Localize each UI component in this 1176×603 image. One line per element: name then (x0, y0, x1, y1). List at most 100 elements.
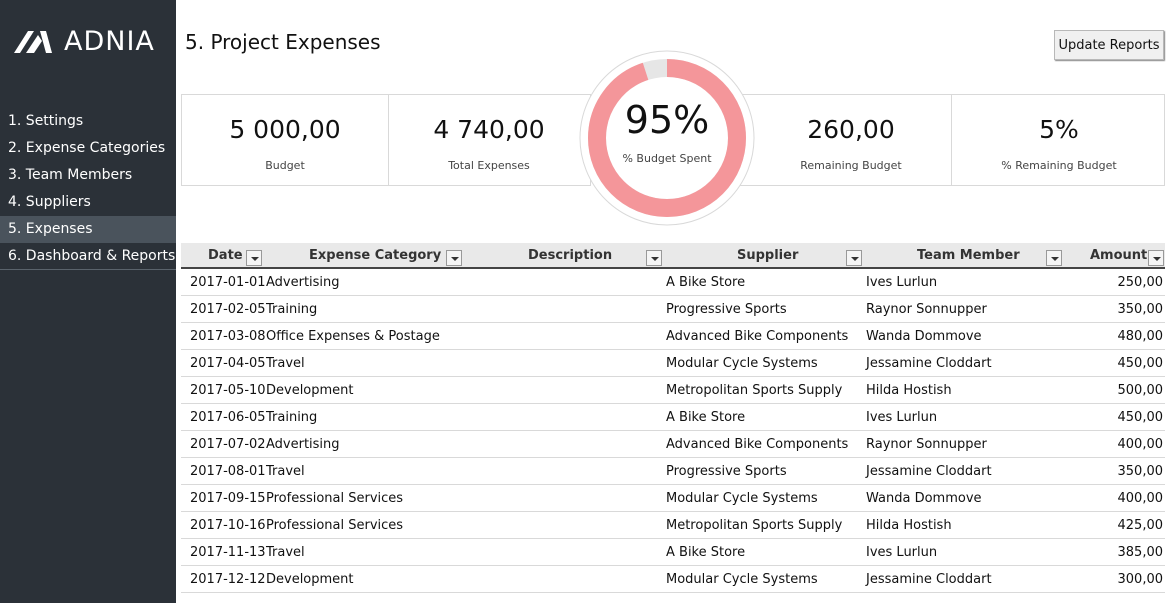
kpi-budget: 5 000,00 Budget (182, 95, 388, 185)
cell-expense-category[interactable]: Advertising (266, 437, 340, 452)
cell-date[interactable]: 2017-02-05 (190, 302, 266, 317)
cell-team-member[interactable]: Raynor Sonnupper (866, 302, 987, 317)
table-row[interactable]: 2017-01-01 Advertising A Bike Store Ives Lu… (181, 269, 1165, 296)
filter-dropdown-category-icon[interactable] (446, 250, 462, 266)
sidebar-item-settings[interactable]: 1. Settings (8, 113, 84, 129)
filter-dropdown-description-icon[interactable] (646, 250, 662, 266)
cell-expense-category[interactable]: Development (266, 572, 354, 587)
cell-team-member[interactable]: Ives Lurlun (866, 275, 938, 290)
cell-amount[interactable]: 300,00 (1117, 572, 1164, 587)
table-header: Date Expense Category Description Suppli… (181, 243, 1165, 269)
donut-spent-arc (588, 59, 746, 217)
cell-supplier[interactable]: Modular Cycle Systems (666, 572, 818, 587)
cell-expense-category[interactable]: Professional Services (266, 518, 404, 533)
cell-supplier[interactable]: A Bike Store (666, 275, 746, 290)
cell-amount[interactable]: 480,00 (1117, 329, 1164, 344)
cell-date[interactable]: 2017-04-05 (190, 356, 266, 371)
table-row[interactable]: 2017-10-16 Professional Services Metropoli… (181, 512, 1165, 539)
cell-expense-category[interactable]: Development (266, 383, 354, 398)
sidebar-item-dashboard-reports[interactable]: 6. Dashboard & Reports (0, 243, 176, 270)
filter-dropdown-amount-icon[interactable] (1148, 250, 1164, 266)
table-row[interactable]: 2017-07-02 Advertising Advanced Bike Compo… (181, 431, 1165, 458)
cell-date[interactable]: 2017-10-16 (190, 518, 266, 533)
cell-amount[interactable]: 385,00 (1117, 545, 1164, 560)
cell-team-member[interactable]: Ives Lurlun (866, 545, 938, 560)
cell-expense-category[interactable]: Travel (266, 545, 305, 560)
cell-supplier[interactable]: Metropolitan Sports Supply (666, 383, 843, 398)
cell-amount[interactable]: 500,00 (1117, 383, 1164, 398)
update-reports-button[interactable]: Update Reports (1054, 30, 1164, 60)
table-row[interactable]: 2017-12-12 Development Modular Cycle Syste… (181, 566, 1165, 593)
sidebar-item-expenses[interactable]: 5. Expenses (0, 216, 176, 243)
table-row[interactable]: 2017-03-08 Office Expenses & Postage Advan… (181, 323, 1165, 350)
cell-supplier[interactable]: Metropolitan Sports Supply (666, 518, 843, 533)
cell-expense-category[interactable]: Training (266, 302, 318, 317)
cell-amount[interactable]: 425,00 (1117, 518, 1164, 533)
cell-date[interactable]: 2017-12-12 (190, 572, 266, 587)
brand-name: ADNIA (64, 25, 155, 57)
cell-supplier[interactable]: Modular Cycle Systems (666, 356, 818, 371)
cell-amount[interactable]: 450,00 (1117, 410, 1164, 425)
sidebar-nav: 1. Settings 2. Expense Categories 3. Tea… (0, 108, 176, 270)
cell-date[interactable]: 2017-07-02 (190, 437, 266, 452)
cell-expense-category[interactable]: Training (266, 410, 318, 425)
cell-expense-category[interactable]: Professional Services (266, 491, 404, 506)
filter-dropdown-team-member-icon[interactable] (1046, 250, 1062, 266)
cell-expense-category[interactable]: Advertising (266, 275, 340, 290)
cell-expense-category[interactable]: Office Expenses & Postage (266, 329, 440, 344)
table-row[interactable]: 2017-06-05 Training A Bike Store Ives Lurlu… (181, 404, 1165, 431)
filter-dropdown-date-icon[interactable] (246, 250, 262, 266)
cell-date[interactable]: 2017-08-01 (190, 464, 266, 479)
cell-date[interactable]: 2017-05-10 (190, 383, 266, 398)
cell-date[interactable]: 2017-11-13 (190, 545, 266, 560)
cell-amount[interactable]: 350,00 (1117, 302, 1164, 317)
cell-date[interactable]: 2017-06-05 (190, 410, 266, 425)
cell-team-member[interactable]: Jessamine Cloddart (866, 572, 992, 587)
sidebar-item-team-members[interactable]: 3. Team Members (8, 167, 133, 183)
kpi-divider (951, 95, 952, 185)
table-row[interactable]: 2017-05-10 Development Metropolitan Sports… (181, 377, 1165, 404)
cell-supplier[interactable]: Progressive Sports (666, 464, 787, 479)
page-title: 5. Project Expenses (185, 30, 381, 54)
cell-amount[interactable]: 350,00 (1117, 464, 1164, 479)
cell-team-member[interactable]: Raynor Sonnupper (866, 437, 987, 452)
cell-team-member[interactable]: Wanda Dommove (866, 329, 982, 344)
cell-supplier[interactable]: Modular Cycle Systems (666, 491, 818, 506)
donut-label: % Budget Spent (622, 152, 712, 165)
cell-team-member[interactable]: Hilda Hostish (866, 383, 952, 398)
table-row[interactable]: 2017-11-13 Travel A Bike Store Ives Lurlun 3… (181, 539, 1165, 566)
cell-team-member[interactable]: Wanda Dommove (866, 491, 982, 506)
filter-dropdown-supplier-icon[interactable] (846, 250, 862, 266)
cell-supplier[interactable]: Advanced Bike Components (666, 329, 849, 344)
cell-team-member[interactable]: Jessamine Cloddart (866, 464, 992, 479)
cell-amount[interactable]: 400,00 (1117, 437, 1164, 452)
kpi-total-expenses-value: 4 740,00 (433, 115, 545, 144)
cell-supplier[interactable]: Progressive Sports (666, 302, 787, 317)
table-row[interactable]: 2017-04-05 Travel Modular Cycle Systems Jes… (181, 350, 1165, 377)
cell-date[interactable]: 2017-01-01 (190, 275, 266, 290)
col-header-date: Date (208, 248, 243, 263)
table-row[interactable]: 2017-02-05 Training Progressive Sports Rayn… (181, 296, 1165, 323)
cell-team-member[interactable]: Jessamine Cloddart (866, 356, 992, 371)
cell-amount[interactable]: 250,00 (1117, 275, 1164, 290)
kpi-remaining-budget: 260,00 Remaining Budget (751, 95, 951, 185)
cell-expense-category[interactable]: Travel (266, 356, 305, 371)
cell-amount[interactable]: 450,00 (1117, 356, 1164, 371)
table-row[interactable]: 2017-08-01 Travel Progressive Sports Jessam… (181, 458, 1165, 485)
table-body: 2017-01-01 Advertising A Bike Store Ives Lu… (181, 269, 1165, 593)
cell-date[interactable]: 2017-09-15 (190, 491, 266, 506)
cell-team-member[interactable]: Ives Lurlun (866, 410, 938, 425)
cell-expense-category[interactable]: Travel (266, 464, 305, 479)
cell-supplier[interactable]: A Bike Store (666, 410, 746, 425)
cell-date[interactable]: 2017-03-08 (190, 329, 266, 344)
cell-team-member[interactable]: Hilda Hostish (866, 518, 952, 533)
cell-amount[interactable]: 400,00 (1117, 491, 1164, 506)
cell-supplier[interactable]: Advanced Bike Components (666, 437, 849, 452)
donut-percent-value: 95% (624, 98, 710, 142)
table-row[interactable]: 2017-09-15 Professional Services Modular C… (181, 485, 1165, 512)
cell-supplier[interactable]: A Bike Store (666, 545, 746, 560)
brand-logo: ADNIA (14, 25, 155, 57)
sidebar-item-suppliers[interactable]: 4. Suppliers (8, 194, 91, 210)
sidebar-item-expense-categories[interactable]: 2. Expense Categories (8, 140, 166, 156)
kpi-panel-right: 260,00 Remaining Budget 5% % Remaining B… (740, 94, 1165, 186)
